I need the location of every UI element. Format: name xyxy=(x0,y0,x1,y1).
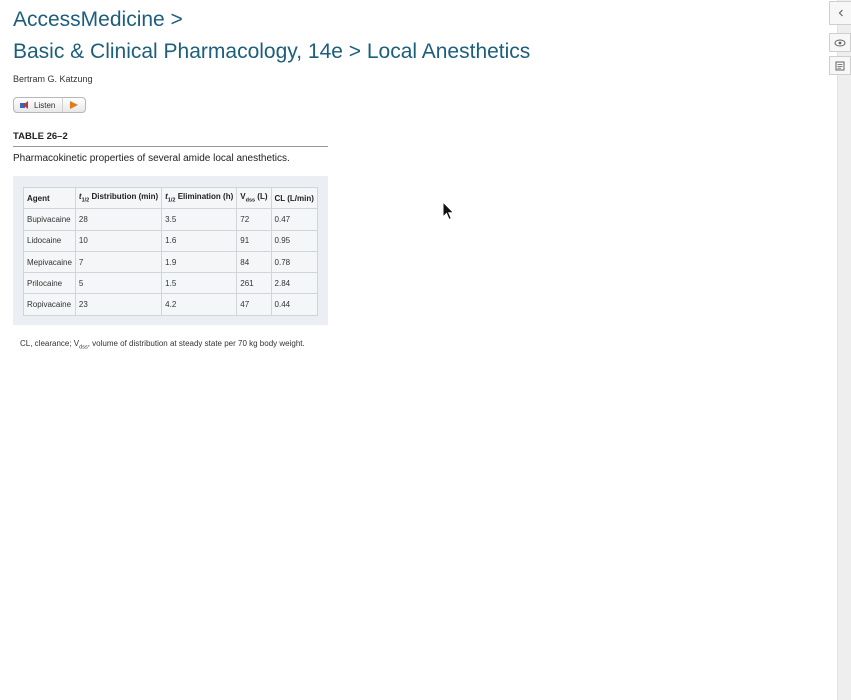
table-row: Ropivacaine 23 4.2 47 0.44 xyxy=(23,293,318,316)
table-row: Bupivacaine 28 3.5 72 0.47 xyxy=(23,208,318,231)
mouse-cursor-icon xyxy=(442,201,455,221)
listen-label: Listen xyxy=(34,100,56,110)
table-row: Mepivacaine 7 1.9 84 0.78 xyxy=(23,250,318,274)
cell-distribution: 23 xyxy=(74,293,163,316)
cell-elimination: 1.5 xyxy=(161,272,238,295)
breadcrumb-book-chapter[interactable]: Basic & Clinical Pharmacology, 14e > Loc… xyxy=(13,40,531,63)
cell-agent: Ropivacaine xyxy=(23,293,76,316)
cell-vdss: 261 xyxy=(236,272,272,295)
cell-agent: Mepivacaine xyxy=(23,250,76,274)
cell-agent: Prilocaine xyxy=(23,272,76,295)
cell-distribution: 5 xyxy=(74,272,163,295)
cell-clearance: 0.44 xyxy=(270,293,318,316)
pharmacokinetics-table: Agent t1/2 Distribution (min) t1/2 Elimi… xyxy=(23,186,318,316)
chevron-left-icon[interactable] xyxy=(829,1,851,25)
cell-vdss: 72 xyxy=(236,208,272,231)
header-agent: Agent xyxy=(23,186,76,210)
cell-agent: Lidocaine xyxy=(23,229,76,252)
cell-vdss: 91 xyxy=(236,229,272,252)
cell-distribution: 7 xyxy=(74,250,163,274)
notes-icon[interactable] xyxy=(829,56,851,75)
author-name: Bertram G. Katzung xyxy=(13,74,93,84)
header-elimination: t1/2 Elimination (h) xyxy=(161,186,238,210)
speaker-icon xyxy=(19,100,30,111)
table-row: Prilocaine 5 1.5 261 2.84 xyxy=(23,272,318,295)
cell-elimination: 3.5 xyxy=(161,208,238,231)
table-caption: Pharmacokinetic properties of several am… xyxy=(13,153,290,164)
cell-elimination: 4.2 xyxy=(161,293,238,316)
cell-clearance: 2.84 xyxy=(270,272,318,295)
cell-clearance: 0.47 xyxy=(270,208,318,231)
cell-distribution: 10 xyxy=(74,229,163,252)
play-icon[interactable] xyxy=(70,101,78,109)
table-row: Lidocaine 10 1.6 91 0.95 xyxy=(23,229,318,252)
listen-divider xyxy=(62,98,63,112)
breadcrumb-site[interactable]: AccessMedicine > xyxy=(13,8,183,31)
header-vdss: Vdss (L) xyxy=(236,186,272,210)
cell-elimination: 1.9 xyxy=(161,250,238,274)
table-footnote: CL, clearance; Vdss, volume of distribut… xyxy=(20,339,305,351)
table-label: TABLE 26–2 xyxy=(13,131,68,142)
cell-vdss: 47 xyxy=(236,293,272,316)
table-divider xyxy=(13,146,328,147)
listen-button[interactable]: Listen xyxy=(13,97,86,113)
cell-distribution: 28 xyxy=(74,208,163,231)
header-distribution: t1/2 Distribution (min) xyxy=(74,186,163,210)
cell-agent: Bupivacaine xyxy=(23,208,76,231)
side-panel-rail xyxy=(837,0,851,700)
table-header-row: Agent t1/2 Distribution (min) t1/2 Elimi… xyxy=(23,186,318,210)
cell-vdss: 84 xyxy=(236,250,272,274)
cell-elimination: 1.6 xyxy=(161,229,238,252)
table-container: Agent t1/2 Distribution (min) t1/2 Elimi… xyxy=(13,176,328,325)
header-clearance: CL (L/min) xyxy=(270,186,318,210)
cell-clearance: 0.78 xyxy=(270,250,318,274)
cell-clearance: 0.95 xyxy=(270,229,318,252)
eye-icon[interactable] xyxy=(829,33,851,52)
